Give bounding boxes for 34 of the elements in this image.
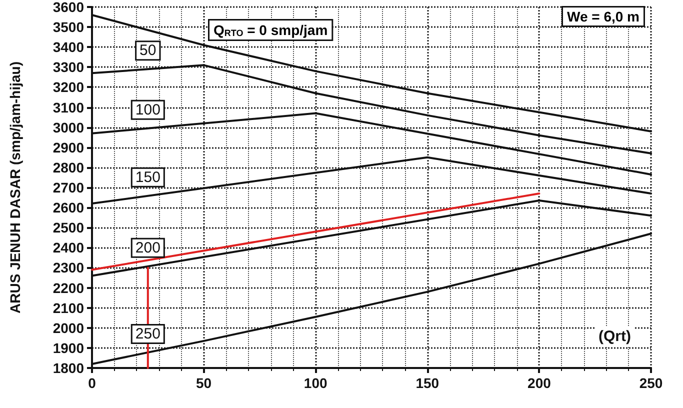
y-tick-label: 1900 [52,340,84,356]
y-tick-label: 3300 [52,59,84,76]
y-axis-title: ARUS JENUH DASAR (smp/jam-hijau) [7,61,23,314]
y-tick-label: 3500 [52,19,84,36]
x-tick-label: 150 [416,375,440,391]
y-tick-label: 2200 [52,280,84,296]
y-tick-label: 2000 [52,320,84,336]
annotation: QRTO = 0 smp/jam [214,22,328,38]
x-axis-title: (Qrt) [598,328,632,345]
y-tick-label: 3200 [52,79,84,96]
y-tick-label: 2800 [52,159,84,176]
series-label: 150 [135,168,160,186]
y-tick-label: 2700 [52,180,84,196]
y-tick-label: 2900 [52,139,84,156]
y-tick-label: 2500 [52,220,84,236]
y-tick-label: 2400 [52,240,84,256]
series-label: 50 [140,42,156,60]
y-tick-label: 2100 [52,300,84,316]
x-tick-label: 0 [88,375,96,391]
y-tick-label: 2600 [52,200,84,216]
y-tick-label: 3400 [52,39,84,56]
x-tick-label: 250 [639,375,663,391]
annotation: We = 6,0 m [567,8,640,24]
x-tick-label: 200 [528,375,552,391]
y-tick-label: 3000 [52,119,84,136]
series-label: 250 [135,325,160,342]
x-tick-label: 50 [196,375,212,391]
x-tick-label: 100 [304,375,328,391]
series-label: 100 [135,101,160,118]
series-label: 200 [135,239,160,256]
y-tick-label: 3600 [52,0,84,15]
y-tick-label: 3100 [52,99,84,116]
y-tick-label: 1800 [52,360,84,376]
y-tick-label: 2300 [52,260,84,276]
